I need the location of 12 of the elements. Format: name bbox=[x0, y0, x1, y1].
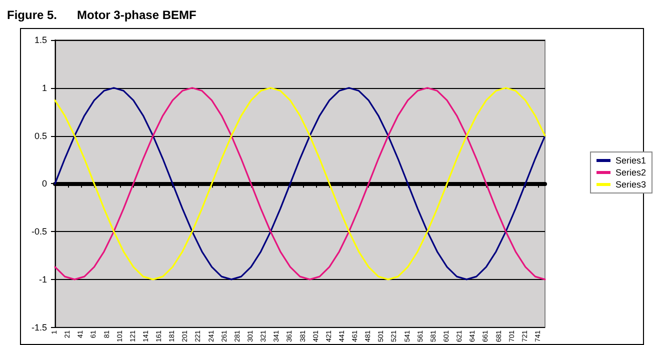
y-tick-label: -0.5 bbox=[31, 226, 47, 237]
chart-title: Figure 5. Motor 3-phase BEMF bbox=[7, 8, 196, 22]
legend-label: Series2 bbox=[615, 168, 646, 178]
line-series bbox=[54, 87, 546, 280]
y-tick-label: -1 bbox=[38, 274, 47, 284]
y-tick-label: 0 bbox=[42, 178, 47, 189]
y-tick-label: -1.5 bbox=[31, 322, 47, 332]
y-tick-label: 1.5 bbox=[34, 35, 47, 45]
legend-label: Series3 bbox=[615, 180, 646, 190]
legend-label: Series1 bbox=[615, 156, 646, 166]
y-tick-label: 1 bbox=[42, 82, 47, 93]
y-tick-label: 0.5 bbox=[34, 130, 47, 141]
